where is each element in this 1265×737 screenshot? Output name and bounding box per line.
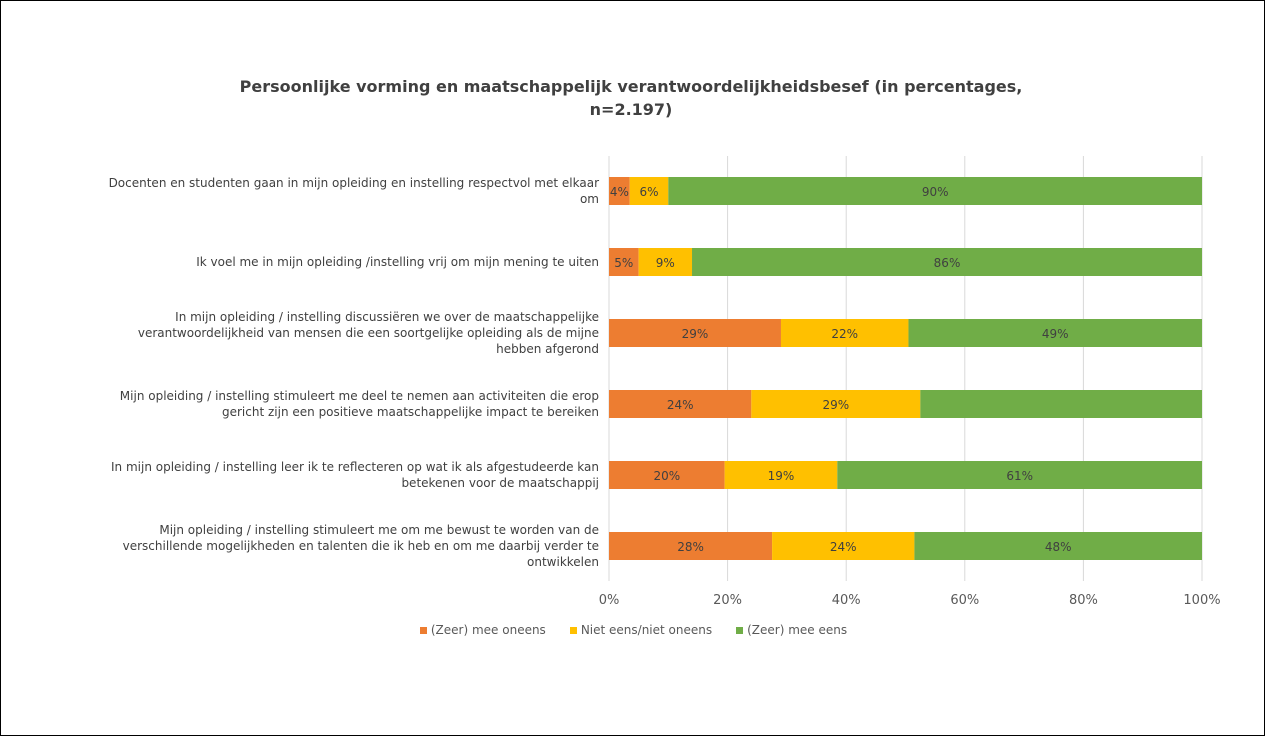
category-label: Mijn opleiding / instelling stimuleert m… xyxy=(19,522,599,570)
legend: (Zeer) mee oneens Niet eens/niet oneens (Z… xyxy=(1,623,1265,637)
bar-segment xyxy=(638,248,693,276)
category-label-line: Mijn opleiding / instelling stimuleert m… xyxy=(159,523,599,537)
data-label: 4% xyxy=(610,185,629,199)
data-label: 28% xyxy=(677,540,704,554)
category-label: Ik voel me in mijn opleiding /instelling… xyxy=(19,254,599,270)
x-tick-label: 60% xyxy=(950,593,979,608)
bar-segment xyxy=(780,319,909,347)
category-label: In mijn opleiding / instelling discussië… xyxy=(19,309,599,357)
bar-segment xyxy=(668,177,1202,205)
category-label-line: In mijn opleiding / instelling discussië… xyxy=(175,310,599,324)
data-label: 24% xyxy=(830,540,857,554)
data-label: 86% xyxy=(934,256,961,270)
data-label: 61% xyxy=(1006,469,1033,483)
data-label: 20% xyxy=(653,469,680,483)
legend-item: (Zeer) mee eens xyxy=(736,623,847,637)
data-label: 24% xyxy=(667,398,694,412)
bar-segment xyxy=(772,532,915,560)
bar-segment xyxy=(692,248,1202,276)
data-label: 5% xyxy=(614,256,633,270)
category-label-line: om xyxy=(579,192,599,206)
legend-item: (Zeer) mee oneens xyxy=(419,623,546,637)
data-label: 49% xyxy=(1042,327,1069,341)
category-label-line: gericht zijn een positieve maatschappeli… xyxy=(222,405,599,419)
x-tick-label: 20% xyxy=(713,593,742,608)
data-label: 9% xyxy=(656,256,675,270)
data-label: 29% xyxy=(822,398,849,412)
category-label: In mijn opleiding / instelling leer ik t… xyxy=(19,459,599,491)
bar-segment xyxy=(908,319,1202,347)
category-label-line: Mijn opleiding / instelling stimuleert m… xyxy=(119,389,599,403)
bar-segment xyxy=(609,390,752,418)
bar-segment xyxy=(609,319,781,347)
legend-item: Niet eens/niet oneens xyxy=(569,623,713,637)
category-label-line: verschillende mogelijkheden en talenten … xyxy=(122,539,599,553)
category-label-line: In mijn opleiding / instelling leer ik t… xyxy=(111,460,599,474)
category-label-line: Docenten en studenten gaan in mijn oplei… xyxy=(108,176,599,190)
category-label: Mijn opleiding / instelling stimuleert m… xyxy=(19,388,599,420)
bar-segment xyxy=(914,532,1202,560)
data-label: 29% xyxy=(682,327,709,341)
category-label-line: ontwikkelen xyxy=(527,555,599,569)
x-tick-label: 80% xyxy=(1069,593,1098,608)
legend-label: (Zeer) mee oneens xyxy=(430,623,546,637)
category-label-line: Ik voel me in mijn opleiding /instelling… xyxy=(196,255,599,269)
data-label: 90% xyxy=(922,185,949,199)
x-tick-label: 0% xyxy=(599,593,620,608)
x-tick-label: 40% xyxy=(832,593,861,608)
category-label-line: betekenen voor de maatschappij xyxy=(401,476,599,490)
category-label-line: hebben afgerond xyxy=(496,342,599,356)
legend-swatch xyxy=(569,626,577,634)
bar-segment xyxy=(837,461,1202,489)
bar-segment xyxy=(920,390,1202,418)
data-label: 19% xyxy=(768,469,795,483)
bar-segment xyxy=(609,177,630,205)
legend-swatch xyxy=(419,626,427,634)
legend-label: Niet eens/niet oneens xyxy=(580,623,713,637)
category-label: Docenten en studenten gaan in mijn oplei… xyxy=(19,175,599,207)
legend-label: (Zeer) mee eens xyxy=(747,623,848,637)
chart-title: Persoonlijke vorming en maatschappelijk … xyxy=(239,77,1023,119)
bar-segment xyxy=(629,177,669,205)
data-label: 48% xyxy=(1045,540,1072,554)
bar-segment xyxy=(609,532,773,560)
data-label: 22% xyxy=(831,327,858,341)
bar-segment xyxy=(751,390,921,418)
bar-segment xyxy=(609,461,725,489)
data-label: 6% xyxy=(640,185,659,199)
category-label-line: verantwoordelijkheid van mensen die een … xyxy=(137,326,599,340)
legend-swatch xyxy=(736,626,744,634)
bar-segment xyxy=(724,461,838,489)
bar-segment xyxy=(609,248,639,276)
x-tick-label: 100% xyxy=(1183,593,1220,608)
